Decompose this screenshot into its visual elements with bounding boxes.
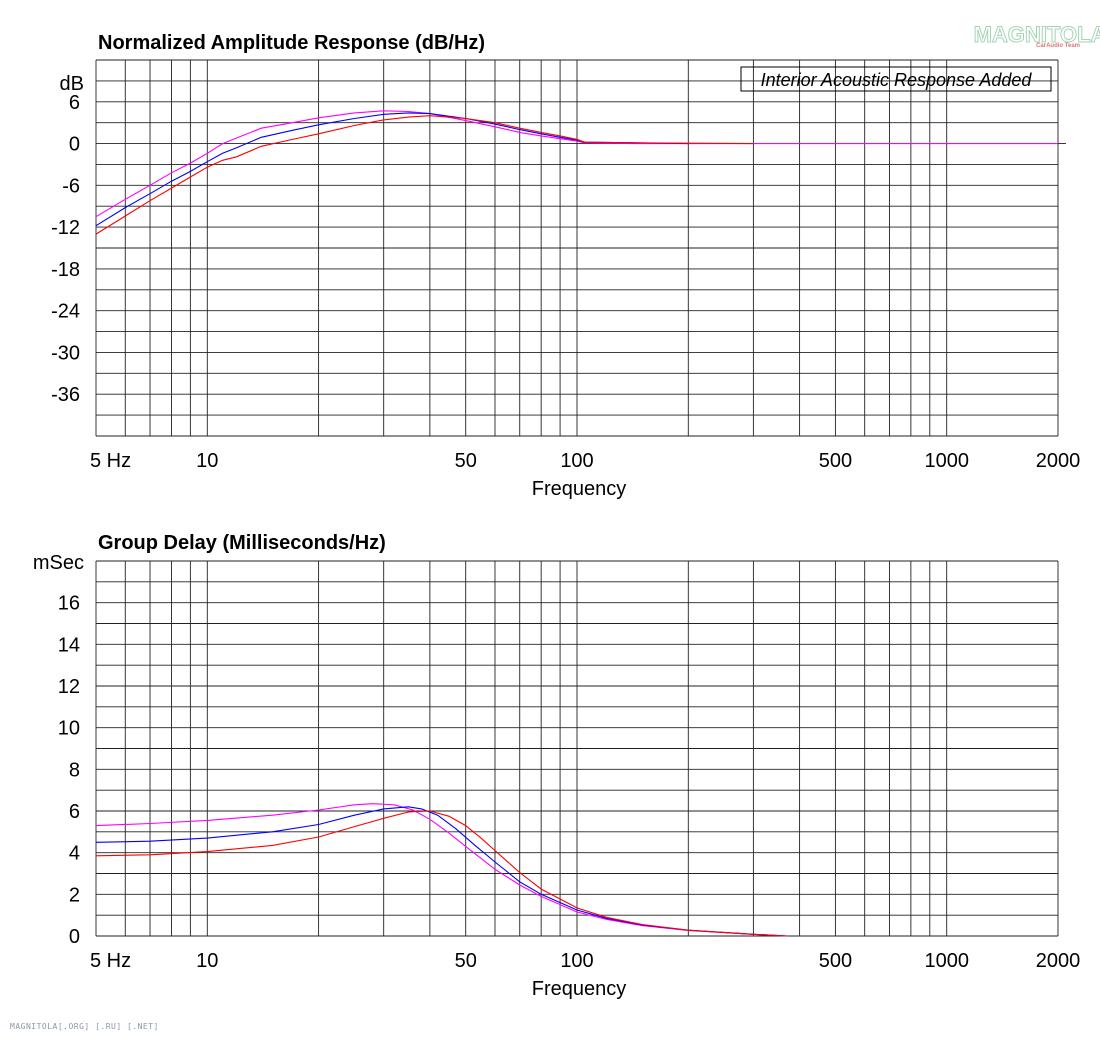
x-tick-label: 50 — [455, 450, 477, 472]
x-tick-label: 50 — [455, 950, 477, 972]
x-tick-label: 1000 — [924, 950, 969, 972]
chart-title: Normalized Amplitude Response (dB/Hz) — [98, 32, 485, 54]
x-tick-label: 5 Hz — [90, 450, 131, 472]
y-tick-label: 8 — [69, 759, 80, 781]
y-tick-label: 0 — [69, 134, 80, 156]
y-axis-label: mSec — [33, 552, 84, 574]
annotation-box — [740, 66, 1052, 92]
y-tick-label: 6 — [69, 801, 80, 823]
x-tick-label: 500 — [819, 450, 852, 472]
y-tick-label: 2 — [69, 884, 80, 906]
chart-title: Group Delay (Milliseconds/Hz) — [98, 532, 386, 554]
y-tick-label: 6 — [69, 92, 80, 114]
y-tick-label: 4 — [69, 843, 80, 865]
y-axis-label: dB — [60, 73, 84, 95]
series-line-3 — [95, 810, 788, 937]
y-tick-label: -12 — [51, 217, 80, 239]
x-tick-label: 2000 — [1036, 450, 1081, 472]
x-tick-label: 5 Hz — [90, 950, 131, 972]
x-tick-label: 100 — [560, 950, 593, 972]
y-tick-label: 16 — [58, 593, 80, 615]
y-tick-label: 0 — [69, 926, 80, 948]
x-axis-label: Frequency — [532, 978, 627, 1000]
watermark-name: MAGNITOLA — [974, 22, 1100, 47]
y-tick-label: -18 — [51, 259, 80, 281]
x-axis-label: Frequency — [532, 478, 627, 500]
x-tick-label: 2000 — [1036, 950, 1081, 972]
x-tick-label: 10 — [196, 450, 218, 472]
series-line-2 — [95, 806, 788, 937]
series-line-2 — [95, 112, 689, 227]
y-tick-label: 10 — [58, 718, 80, 740]
y-tick-label: -6 — [62, 175, 80, 197]
series-line-1 — [95, 803, 788, 937]
series-line-3 — [95, 115, 754, 235]
watermark-sub: CarAudio Team — [1036, 43, 1080, 49]
annotation-text: Interior Acoustic Response Added — [761, 70, 1033, 90]
series-line-1 — [95, 110, 1058, 218]
footer-text: MAGNITOLA[.ORG] [.RU] [.NET] — [10, 1022, 159, 1031]
y-tick-label: 12 — [58, 676, 80, 698]
x-tick-label: 500 — [819, 950, 852, 972]
y-tick-label: 14 — [58, 634, 80, 656]
x-tick-label: 100 — [560, 450, 593, 472]
y-tick-label: -24 — [51, 301, 80, 323]
y-tick-label: -36 — [51, 384, 80, 406]
chart-2: Group Delay (Milliseconds/Hz) mSec 16 14 12 1… — [33, 532, 1080, 1000]
x-tick-label: 10 — [196, 950, 218, 972]
y-tick-label: -30 — [51, 342, 80, 364]
chart-1: Normalized Amplitude Response (dB/Hz) dB6… — [51, 32, 1080, 500]
x-tick-label: 1000 — [924, 450, 969, 472]
